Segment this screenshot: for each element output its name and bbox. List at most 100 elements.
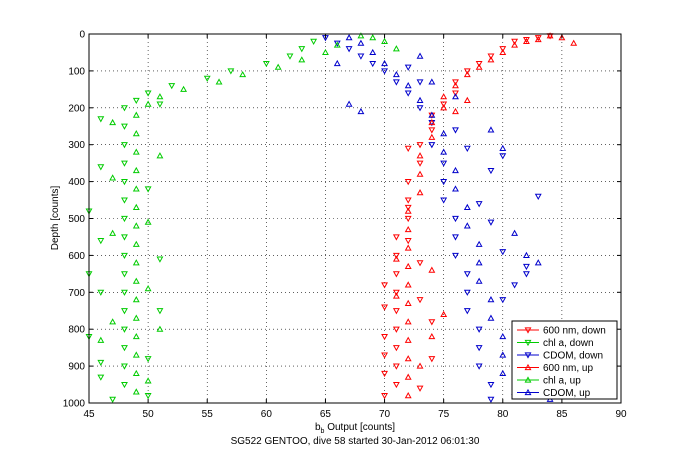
data-point-cdom-down bbox=[381, 68, 389, 75]
data-point-cdom-up bbox=[475, 259, 483, 266]
data-point-chl-a-down bbox=[156, 308, 164, 315]
data-point-600-nm-up bbox=[404, 336, 412, 343]
x-axis-label: bb Output [counts] bbox=[315, 422, 395, 435]
data-point-chl-a-up bbox=[132, 332, 140, 340]
data-point-chl-a-up bbox=[132, 240, 140, 247]
data-point-600-nm-up bbox=[487, 56, 495, 63]
data-point-cdom-up bbox=[428, 111, 436, 118]
data-point-chl-a-up bbox=[381, 37, 389, 44]
data-point-chl-a-up bbox=[109, 229, 117, 236]
data-point-chl-a-up bbox=[132, 166, 140, 174]
data-point-600-nm-up bbox=[570, 39, 578, 46]
data-point-chl-a-up bbox=[144, 284, 152, 292]
data-point-600-nm-up bbox=[428, 133, 436, 140]
data-point-600-nm-down bbox=[404, 238, 412, 245]
legend-marker bbox=[524, 376, 532, 383]
data-point-600-nm-up bbox=[416, 170, 424, 177]
data-point-cdom-up bbox=[487, 314, 495, 321]
data-point-chl-a-down bbox=[227, 68, 235, 75]
data-point-chl-a-up bbox=[109, 174, 117, 181]
legend-label: CDOM, up bbox=[543, 388, 591, 399]
y-tick-label: 600 bbox=[68, 251, 85, 262]
data-point-cdom-up bbox=[440, 130, 448, 137]
data-point-cdom-down bbox=[333, 40, 341, 47]
series-chl-a-up bbox=[97, 32, 400, 395]
data-point-chl-a-up bbox=[144, 377, 152, 384]
data-point-600-nm-up bbox=[428, 118, 436, 126]
data-point-cdom-down bbox=[487, 396, 495, 403]
x-tick-label: 50 bbox=[143, 409, 155, 420]
legend-marker bbox=[524, 352, 532, 359]
legend-label: chl a, down bbox=[543, 338, 594, 349]
data-point-600-nm-up bbox=[428, 332, 436, 340]
data-point-chl-a-up bbox=[144, 100, 152, 107]
data-point-cdom-down bbox=[416, 79, 424, 86]
data-point-cdom-up bbox=[463, 203, 471, 211]
data-point-chl-a-down bbox=[97, 359, 105, 367]
data-point-600-nm-up bbox=[463, 96, 471, 103]
data-point-chl-a-down bbox=[121, 252, 128, 260]
data-point-600-nm-down bbox=[392, 289, 400, 296]
data-point-cdom-down bbox=[499, 153, 507, 160]
data-point-cdom-up bbox=[404, 82, 412, 89]
data-point-chl-a-down bbox=[144, 90, 152, 97]
data-point-chl-a-up bbox=[298, 56, 306, 63]
data-point-600-nm-down bbox=[392, 363, 400, 370]
data-point-600-nm-down bbox=[404, 204, 412, 212]
data-point-600-nm-down bbox=[487, 53, 495, 60]
axis-ticks: 45 50 55 60 65 70 75 80 85 9001002003004005006007… bbox=[63, 30, 627, 421]
data-point-chl-a-up bbox=[97, 336, 105, 343]
data-point-cdom-down bbox=[463, 271, 471, 278]
data-point-600-nm-down bbox=[381, 282, 389, 289]
data-point-cdom-down bbox=[511, 282, 519, 289]
legend-box bbox=[511, 320, 618, 400]
data-point-chl-a-down bbox=[121, 381, 128, 389]
data-point-cdom-down bbox=[522, 271, 530, 278]
y-tick-label: 400 bbox=[68, 177, 85, 188]
data-point-600-nm-up bbox=[534, 35, 542, 43]
data-point-600-nm-up bbox=[546, 32, 554, 39]
x-tick-label: 65 bbox=[320, 409, 332, 420]
legend-entry-600-nm-up: 600 nm, up bbox=[517, 363, 593, 374]
data-point-600-nm-down bbox=[404, 197, 412, 204]
data-point-chl-a-down bbox=[121, 123, 128, 130]
data-point-600-nm-up bbox=[404, 207, 412, 214]
data-point-600-nm-up bbox=[404, 225, 412, 233]
x-tick-label: 70 bbox=[379, 409, 391, 420]
data-point-600-nm-down bbox=[416, 260, 424, 267]
data-point-chl-a-down bbox=[121, 345, 128, 352]
data-point-chl-a-up bbox=[132, 222, 140, 229]
data-point-cdom-down bbox=[475, 201, 483, 208]
data-point-chl-a-up bbox=[132, 388, 140, 395]
data-point-cdom-down bbox=[440, 179, 448, 186]
data-point-600-nm-up bbox=[440, 310, 448, 318]
data-point-600-nm-down bbox=[392, 326, 400, 333]
data-point-cdom-up bbox=[499, 369, 507, 377]
data-point-600-nm-up bbox=[404, 262, 412, 270]
data-point-chl-a-down bbox=[156, 256, 164, 263]
data-point-cdom-down bbox=[404, 90, 412, 97]
data-point-600-nm-up bbox=[522, 37, 530, 44]
data-point-600-nm-down bbox=[522, 36, 530, 44]
data-point-600-nm-up bbox=[475, 63, 483, 70]
data-point-chl-a-down bbox=[121, 160, 128, 167]
data-point-cdom-up bbox=[381, 59, 389, 67]
data-point-cdom-down bbox=[463, 308, 471, 315]
data-point-600-nm-down bbox=[381, 352, 389, 359]
grid-lines bbox=[89, 34, 621, 403]
data-point-cdom-up bbox=[416, 52, 424, 59]
y-tick-label: 0 bbox=[79, 30, 85, 41]
data-point-600-nm-down bbox=[416, 160, 424, 167]
data-point-chl-a-up bbox=[156, 152, 164, 159]
data-point-600-nm-down bbox=[381, 334, 389, 341]
y-tick-label: 300 bbox=[68, 140, 85, 151]
data-point-chl-a-down bbox=[121, 105, 128, 112]
data-point-chl-a-down bbox=[144, 356, 152, 363]
data-point-chl-a-up bbox=[392, 45, 400, 52]
data-point-600-nm-down bbox=[416, 385, 424, 392]
data-point-cdom-down bbox=[404, 64, 412, 71]
data-point-600-nm-up bbox=[452, 82, 459, 89]
data-point-cdom-up bbox=[369, 48, 377, 56]
data-point-chl-a-down bbox=[156, 101, 164, 108]
y-tick-label: 1000 bbox=[63, 399, 86, 410]
